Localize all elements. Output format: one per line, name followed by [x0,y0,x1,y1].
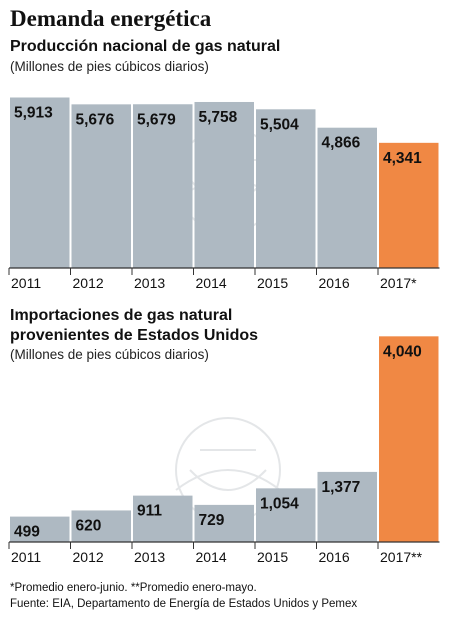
imports-category-label: 2014 [196,549,227,565]
imports-value-label: 729 [199,512,225,529]
production-bar-2012 [71,104,131,268]
imports-bar-2017 [379,336,439,542]
imports-bar-2013 [133,495,193,542]
production-value-label: 5,913 [14,105,53,122]
imports-category-label: 2012 [73,549,104,565]
imports-category-label: 2011 [11,549,41,565]
production-bar-2011 [10,97,70,268]
imports-category-label: 2016 [319,549,350,565]
imports-category-label: 2017** [380,549,423,565]
chart2-units: (Millones de pies cúbicos diarios) [10,347,209,362]
production-bar-2013 [133,104,193,269]
imports-bar-2011 [10,516,70,542]
chart1-units: (Millones de pies cúbicos diarios) [10,59,209,74]
imports-value-label: 4,040 [383,343,422,360]
production-category-label: 2016 [319,275,350,291]
production-category-label: 2012 [73,275,104,291]
production-category-label: 2015 [257,275,288,291]
production-value-label: 5,676 [76,111,115,128]
production-value-label: 5,504 [260,116,299,133]
production-bar-2016 [317,127,377,269]
production-bar-2015 [256,109,316,268]
imports-bar-2015 [256,488,316,542]
imports-bar-2012 [71,510,131,542]
imports-value-label: 1,054 [260,495,299,512]
source-note: Fuente: EIA, Departamento de Energía de … [10,598,358,610]
production-category-label: 2013 [134,275,165,291]
production-value-label: 4,341 [383,150,422,167]
production-value-label: 5,758 [199,109,238,126]
chart2-title-line1: Importaciones de gas natural provenientes… [10,307,259,344]
footnote: *Promedio enero-junio. **Promedio enero-… [10,582,257,594]
imports-value-label: 620 [76,517,102,534]
imports-bar-2014 [194,504,254,542]
imports-value-label: 911 [137,503,162,520]
imports-bar-2016 [317,471,377,542]
production-value-label: 4,866 [322,135,361,152]
imports-category-label: 2015 [257,549,288,565]
imports-bar-chart: 499 2011 620 2012 911 2013 729 2014 1,054 2015 1,3… [8,336,440,565]
production-category-label: 2014 [196,275,227,291]
imports-value-label: 499 [14,524,40,541]
production-category-label: 2011 [11,275,41,291]
production-bar-2014 [194,101,254,269]
imports-category-label: 2013 [134,549,165,565]
production-bar-chart: 5,913 2011 5,676 2012 5,679 2013 5,758 2014 5,50… [8,97,440,291]
chart1-title: Producción nacional de gas natural [10,38,281,55]
imports-value-label: 1,377 [322,479,361,496]
production-category-label: 2017* [380,275,417,291]
production-value-label: 5,679 [137,111,176,128]
page-title: Demanda energética [10,6,212,31]
production-bar-2017 [379,142,439,268]
